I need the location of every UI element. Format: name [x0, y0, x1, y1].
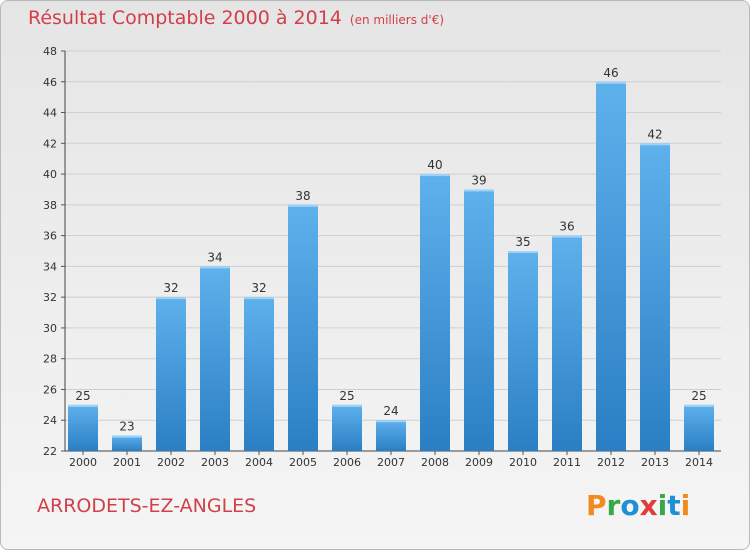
- bar: [420, 174, 450, 452]
- bar-value-label: 36: [559, 220, 574, 234]
- bar-value-label: 34: [207, 250, 222, 264]
- x-tick-label: 2003: [201, 456, 229, 469]
- bar-top-highlight: [244, 297, 274, 300]
- y-tick-label: 28: [43, 353, 57, 366]
- x-tick-label: 2004: [245, 456, 273, 469]
- bar-value-label: 42: [647, 127, 662, 141]
- bar: [640, 143, 670, 452]
- bar: [596, 81, 626, 452]
- logo-letter: i: [657, 489, 668, 522]
- bar-value-label: 35: [515, 235, 530, 249]
- y-tick-label: 30: [43, 322, 57, 335]
- bar: [244, 297, 274, 451]
- x-tick-label: 2000: [69, 456, 97, 469]
- bar-value-label: 25: [75, 389, 90, 403]
- bar: [332, 404, 362, 451]
- x-tick-label: 2010: [509, 456, 537, 469]
- bar-top-highlight: [684, 404, 714, 407]
- bar: [112, 435, 142, 451]
- commune-name: ARRODETS-EZ-ANGLES: [37, 495, 257, 517]
- logo-letter: x: [639, 489, 658, 522]
- y-tick-label: 38: [43, 199, 57, 212]
- bar: [508, 251, 538, 451]
- bar: [464, 189, 494, 451]
- bar: [68, 404, 98, 451]
- y-tick-label: 22: [43, 445, 57, 458]
- bar-value-label: 39: [471, 173, 486, 187]
- bar: [288, 204, 318, 451]
- x-tick-label: 2006: [333, 456, 361, 469]
- proxiti-logo: Proxiti: [586, 489, 690, 522]
- chart-subtitle: (en milliers d'€): [349, 13, 445, 27]
- logo-letter: i: [680, 489, 691, 522]
- logo-letter: r: [606, 489, 621, 522]
- x-tick-label: 2009: [465, 456, 493, 469]
- bar-value-label: 24: [383, 404, 398, 418]
- bar-top-highlight: [508, 251, 538, 253]
- y-tick-label: 46: [43, 76, 57, 89]
- chart-title: Résultat Comptable 2000 à 2014 (en millie…: [28, 7, 444, 29]
- logo-letter: t: [667, 489, 681, 522]
- bar-top-highlight: [464, 189, 494, 192]
- bar-top-highlight: [640, 143, 670, 146]
- y-tick-label: 48: [43, 45, 57, 58]
- x-tick-label: 2007: [377, 456, 405, 469]
- y-tick-label: 32: [43, 291, 57, 304]
- bar-value-label: 32: [163, 281, 178, 295]
- x-tick-label: 2005: [289, 456, 317, 469]
- bar-top-highlight: [332, 404, 362, 407]
- bar: [156, 297, 186, 451]
- bar: [684, 404, 714, 451]
- bar-top-highlight: [376, 420, 406, 423]
- bar: [552, 235, 582, 451]
- x-tick-label: 2011: [553, 456, 581, 469]
- y-tick-label: 40: [43, 168, 57, 181]
- bar-value-label: 32: [251, 281, 266, 295]
- bar-top-highlight: [596, 81, 626, 84]
- bar-top-highlight: [420, 174, 450, 177]
- bar: [200, 266, 230, 451]
- y-tick-label: 42: [43, 137, 57, 150]
- y-tick-label: 34: [43, 260, 57, 273]
- bar-top-highlight: [288, 204, 318, 207]
- bar-value-label: 46: [603, 66, 618, 80]
- x-tick-label: 2013: [641, 456, 669, 469]
- bar-top-highlight: [552, 235, 582, 238]
- x-tick-label: 2008: [421, 456, 449, 469]
- x-tick-label: 2002: [157, 456, 185, 469]
- bar-value-label: 23: [119, 420, 134, 434]
- bar-value-label: 25: [691, 389, 706, 403]
- bar-value-label: 40: [427, 158, 442, 172]
- logo-letter: o: [620, 489, 640, 522]
- y-tick-label: 26: [43, 383, 57, 396]
- bar-top-highlight: [156, 297, 186, 300]
- bar-value-label: 38: [295, 189, 310, 203]
- logo-letter: P: [586, 489, 607, 522]
- y-tick-label: 36: [43, 230, 57, 243]
- x-tick-label: 2012: [597, 456, 625, 469]
- bar-value-label: 25: [339, 389, 354, 403]
- bar: [376, 420, 406, 451]
- x-tick-label: 2001: [113, 456, 141, 469]
- bar-top-highlight: [200, 266, 230, 269]
- x-tick-label: 2014: [685, 456, 713, 469]
- y-tick-label: 24: [43, 414, 57, 427]
- bar-top-highlight: [112, 435, 142, 438]
- chart-title-text: Résultat Comptable 2000 à 2014: [28, 7, 342, 29]
- bar-top-highlight: [68, 404, 98, 407]
- y-tick-label: 44: [43, 107, 57, 120]
